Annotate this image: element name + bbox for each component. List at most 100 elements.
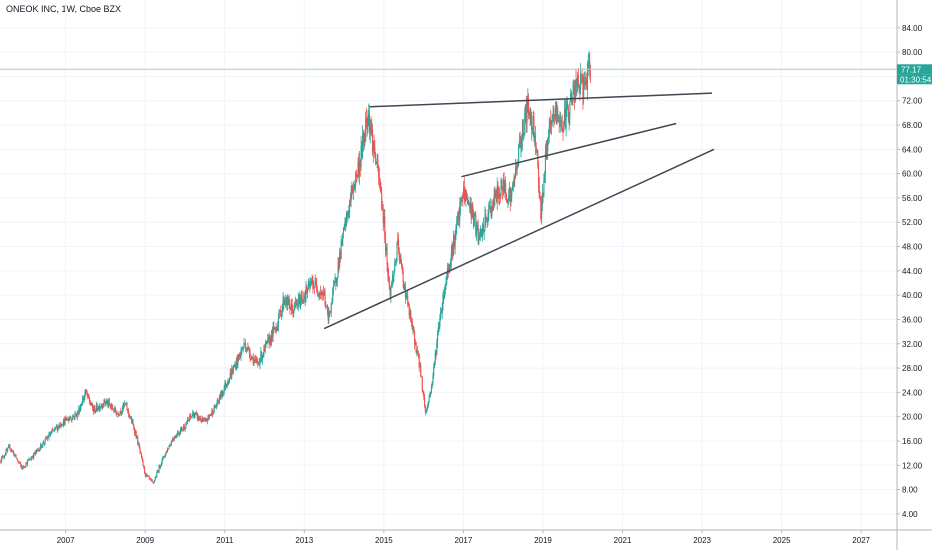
- candle-body: [339, 252, 341, 259]
- time-tick-label: 2019: [534, 536, 552, 545]
- candle-body: [501, 179, 503, 188]
- candle-body: [238, 354, 240, 358]
- candle-body: [531, 129, 533, 131]
- candle-body: [264, 343, 266, 349]
- candle-body: [235, 364, 237, 369]
- candle-body: [202, 417, 204, 421]
- candle-body: [521, 139, 523, 146]
- candle-body: [455, 228, 457, 237]
- candle-body: [474, 214, 476, 216]
- candle-body: [363, 132, 365, 144]
- candle-body: [544, 174, 546, 180]
- chart-title: ONEOK INC, 1W, Cboe BZX: [6, 4, 122, 14]
- candle-body: [150, 478, 152, 480]
- candle-body: [162, 456, 164, 459]
- candle-body: [297, 298, 299, 306]
- candle-body: [126, 403, 128, 411]
- candle-body: [256, 361, 258, 363]
- candle-body: [489, 205, 491, 207]
- candle-body: [182, 428, 184, 431]
- time-tick-label: 2021: [614, 536, 632, 545]
- candle-body: [25, 463, 27, 467]
- candle-body: [157, 471, 159, 473]
- candle-body: [366, 124, 368, 126]
- price-tick-label: 56.00: [902, 194, 923, 203]
- candle-body: [153, 482, 155, 483]
- candle-body: [203, 419, 205, 421]
- candle-body: [549, 120, 551, 127]
- candle-body: [384, 216, 386, 239]
- candle-body: [46, 437, 48, 439]
- candle-body: [378, 167, 380, 178]
- candle-body: [490, 206, 492, 216]
- candle-body: [195, 413, 197, 414]
- candle-body: [572, 92, 574, 103]
- candle-body: [524, 104, 527, 113]
- candle-body: [132, 421, 134, 426]
- candle-body: [33, 453, 35, 458]
- candle-body: [158, 465, 160, 472]
- candle-body: [350, 191, 352, 202]
- candle-body: [387, 265, 389, 275]
- candle-body: [396, 243, 398, 261]
- candle-body: [199, 418, 201, 420]
- candle-body: [585, 80, 587, 85]
- candle-body: [41, 446, 43, 448]
- candle-body: [408, 304, 410, 316]
- candle-body: [193, 415, 195, 418]
- candle-body: [491, 206, 493, 216]
- candle-body: [260, 351, 262, 361]
- candle-body: [466, 198, 468, 201]
- candle-body: [467, 200, 469, 205]
- candle-body: [72, 416, 74, 418]
- candle-body: [573, 85, 576, 102]
- candle-body: [510, 195, 512, 202]
- candle-body: [131, 421, 133, 423]
- candle-body: [189, 415, 191, 420]
- candle-body: [337, 262, 339, 278]
- candle-body: [440, 312, 442, 314]
- candle-body: [232, 366, 234, 373]
- candle-body: [283, 298, 285, 305]
- candle-body: [575, 79, 577, 87]
- candle-body: [224, 383, 226, 389]
- time-tick-label: 2011: [216, 536, 234, 545]
- candle-body: [456, 222, 458, 229]
- candle-body: [120, 411, 122, 413]
- candle-body: [282, 298, 284, 307]
- candle-body: [175, 437, 177, 438]
- candle-body: [553, 113, 555, 117]
- candle-body: [323, 291, 325, 296]
- candle-body: [116, 413, 118, 416]
- candle-body: [495, 191, 498, 202]
- candle-body: [438, 326, 440, 328]
- candle-body: [537, 164, 540, 186]
- candle-body: [85, 389, 87, 394]
- candle-body: [163, 456, 166, 458]
- candle-body: [529, 112, 531, 117]
- price-tick-label: 80.00: [902, 48, 923, 57]
- price-tick-label: 84.00: [902, 24, 923, 33]
- candle-body: [246, 350, 248, 351]
- candle-body: [62, 419, 65, 425]
- candle-body: [63, 419, 65, 425]
- candle-body: [470, 204, 472, 218]
- candle-body: [94, 407, 96, 413]
- candle-body: [43, 442, 45, 444]
- candle-body: [2, 456, 4, 458]
- candle-body: [422, 389, 424, 393]
- candle-body: [446, 278, 448, 284]
- candle-body: [22, 465, 24, 470]
- price-tick-label: 12.00: [902, 461, 923, 470]
- candle-body: [271, 330, 273, 343]
- candle-body: [271, 330, 273, 338]
- candle-body: [494, 193, 496, 199]
- candle-body: [502, 187, 504, 192]
- candle-body: [137, 443, 140, 445]
- candle-body: [329, 311, 331, 313]
- candle-body: [314, 281, 316, 288]
- candle-body: [570, 92, 572, 102]
- candle-body: [66, 418, 68, 421]
- candle-body: [163, 456, 165, 458]
